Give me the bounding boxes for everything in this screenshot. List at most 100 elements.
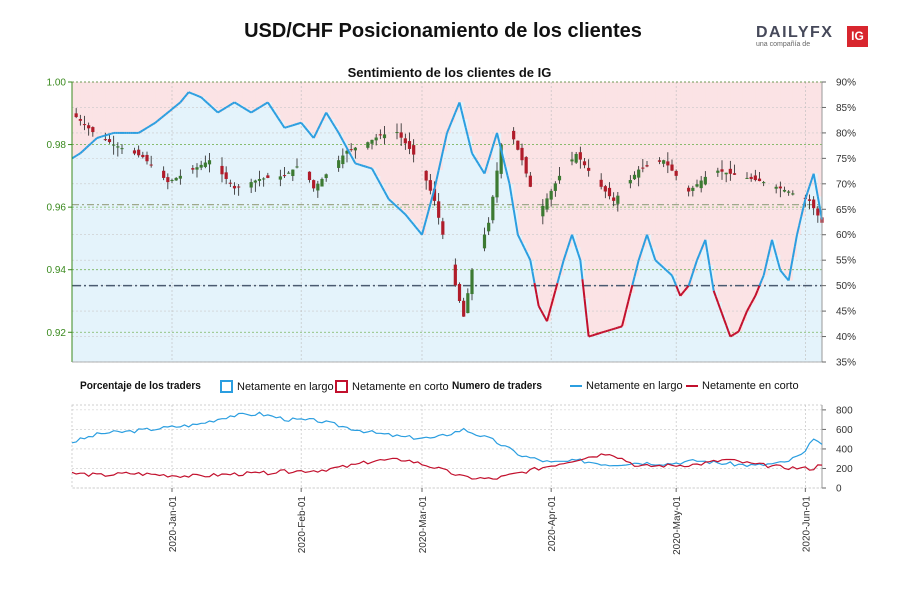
logo-brand: DAILYFX bbox=[756, 24, 834, 41]
sentiment-segment bbox=[387, 198, 392, 202]
short-zone bbox=[413, 82, 419, 225]
long-zone bbox=[559, 275, 565, 362]
sentiment-segment bbox=[321, 116, 325, 122]
sentiment-segment bbox=[525, 251, 530, 257]
sentiment-segment bbox=[777, 262, 782, 271]
sentiment-segment bbox=[450, 117, 455, 124]
long-zone bbox=[501, 149, 506, 362]
sentiment-segment bbox=[771, 239, 776, 248]
sentiment-segment bbox=[348, 151, 353, 157]
short-zone bbox=[430, 82, 435, 205]
candle-body bbox=[253, 180, 257, 183]
short-zone bbox=[117, 82, 123, 133]
candle-body bbox=[91, 127, 95, 133]
short-zone bbox=[122, 82, 127, 133]
long-zone bbox=[751, 303, 756, 362]
sentiment-segment bbox=[111, 131, 114, 135]
legend-number: Numero de traders bbox=[452, 380, 550, 392]
long-zone bbox=[392, 202, 398, 362]
sentiment-segment bbox=[171, 106, 175, 110]
sentiment-segment bbox=[700, 244, 705, 251]
sentiment-segment bbox=[541, 313, 546, 318]
long-zone bbox=[805, 199, 810, 362]
sentiment-segment bbox=[83, 146, 88, 151]
sentiment-segment bbox=[246, 109, 250, 113]
short-zone bbox=[684, 82, 690, 291]
sentiment-segment bbox=[435, 170, 440, 180]
candlesticks bbox=[74, 108, 824, 317]
candle-body bbox=[628, 180, 632, 184]
sentiment-segment bbox=[281, 124, 286, 129]
sentiment-segment bbox=[531, 271, 536, 284]
sentiment-segment bbox=[396, 205, 400, 210]
sentiment-segment bbox=[355, 162, 358, 166]
candle-body bbox=[816, 208, 820, 216]
candle-body bbox=[291, 169, 295, 176]
long-zone bbox=[172, 109, 177, 362]
short-zone bbox=[155, 82, 160, 123]
sentiment-segment bbox=[539, 309, 544, 315]
candle-body bbox=[516, 140, 520, 150]
legend-pct-header: Porcentaje de los traders bbox=[80, 380, 201, 392]
short-zone bbox=[251, 82, 256, 113]
candle-body bbox=[599, 179, 603, 187]
sentiment-segment bbox=[568, 234, 573, 242]
candle-body bbox=[337, 160, 341, 168]
sentiment-segment bbox=[294, 123, 298, 126]
sentiment-segment bbox=[669, 272, 673, 277]
sentiment-segment bbox=[219, 109, 223, 113]
long-zone bbox=[259, 107, 265, 362]
candle-body bbox=[74, 113, 78, 118]
long-zone bbox=[80, 153, 85, 362]
long-zone bbox=[334, 126, 340, 362]
candle-body bbox=[295, 166, 299, 168]
sentiment-segment bbox=[602, 330, 606, 334]
short-zone bbox=[247, 82, 252, 110]
sentiment-segment bbox=[202, 98, 207, 102]
sentiment-segment bbox=[286, 125, 289, 129]
sentiment-segment bbox=[656, 261, 661, 265]
candle-body bbox=[220, 165, 224, 175]
sentiment-segment bbox=[100, 135, 104, 138]
candle-body bbox=[512, 130, 516, 140]
short-zone bbox=[417, 82, 423, 230]
candle-body bbox=[191, 168, 195, 170]
sentiment-segment bbox=[175, 103, 179, 107]
sentiment-segment bbox=[462, 119, 467, 129]
sentiment-segment bbox=[535, 294, 540, 307]
sentiment-segment bbox=[238, 104, 242, 108]
long-zone bbox=[155, 122, 160, 363]
sentiment-segment bbox=[231, 101, 236, 105]
short-zone bbox=[142, 82, 148, 131]
sentiment-segment bbox=[768, 239, 773, 249]
sentiment-segment bbox=[577, 253, 582, 261]
candle-body bbox=[378, 134, 382, 136]
short-zone bbox=[688, 82, 694, 286]
right-tick-label: 70% bbox=[836, 179, 856, 190]
sentiment-segment bbox=[319, 120, 323, 126]
candle-body bbox=[703, 176, 707, 185]
short-zone bbox=[355, 82, 360, 164]
sentiment-segment bbox=[648, 240, 653, 248]
short-zone bbox=[734, 82, 740, 334]
short-zone bbox=[451, 82, 456, 123]
sentiment-segment bbox=[560, 259, 565, 269]
sentiment-segment bbox=[598, 331, 602, 335]
short-zone bbox=[630, 82, 635, 294]
short-zone bbox=[592, 82, 598, 336]
sentiment-segment bbox=[339, 136, 344, 142]
sentiment-segment bbox=[677, 290, 682, 297]
sentiment-segment bbox=[290, 124, 294, 127]
long-zone bbox=[117, 132, 123, 362]
long-zone bbox=[797, 234, 802, 362]
sentiment-segment bbox=[506, 175, 511, 185]
short-zone bbox=[88, 82, 94, 146]
sentiment-segment bbox=[448, 122, 453, 129]
candle-body bbox=[732, 173, 737, 175]
sentiment-segment bbox=[298, 121, 302, 125]
sentiment-segment bbox=[685, 285, 690, 289]
long-zone bbox=[72, 158, 77, 362]
long-zone bbox=[88, 145, 94, 362]
sentiment-segment bbox=[194, 93, 198, 97]
sentiment-segment bbox=[254, 107, 258, 111]
